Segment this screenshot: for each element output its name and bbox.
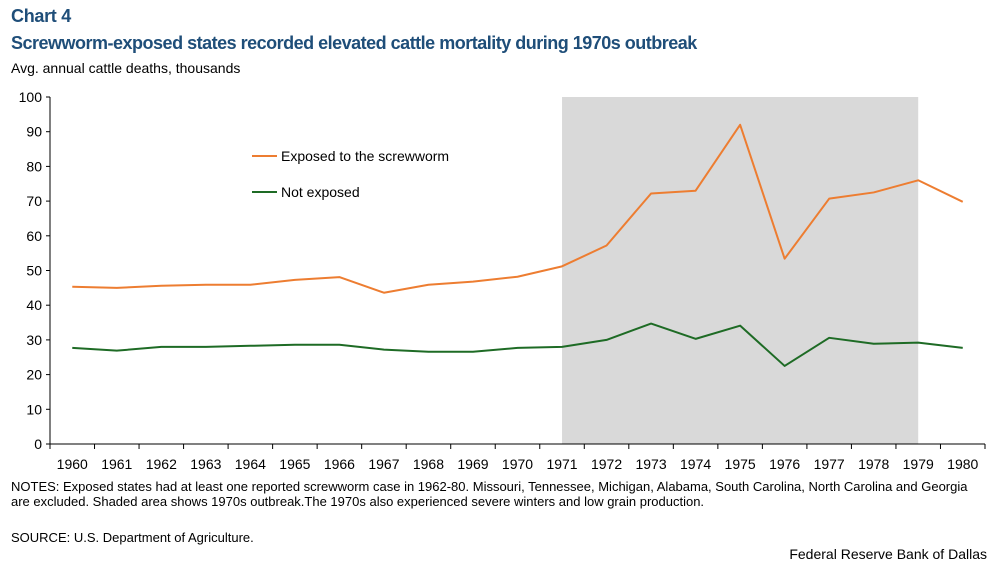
line-chart: 0 10 20 30 40 50 60 70 80 90 100 1960 1961 1962 1963 19… bbox=[19, 89, 986, 472]
x-tick-label: 1965 bbox=[279, 456, 310, 472]
x-tick-label: 1966 bbox=[324, 456, 355, 472]
y-tick-label: 40 bbox=[26, 297, 42, 313]
legend-label: Exposed to the screwworm bbox=[281, 148, 449, 164]
x-tick-label: 1974 bbox=[680, 456, 711, 472]
x-tick-label: 1980 bbox=[947, 456, 978, 472]
x-tick-label: 1978 bbox=[858, 456, 889, 472]
axes: 0 10 20 30 40 50 60 70 80 90 100 1960 1961 1962 1963 19… bbox=[19, 89, 986, 472]
x-tick-label: 1976 bbox=[769, 456, 800, 472]
outbreak-shaded-area bbox=[562, 97, 919, 444]
y-tick-label: 70 bbox=[26, 193, 42, 209]
y-tick-label: 10 bbox=[26, 401, 42, 417]
x-tick-label: 1960 bbox=[57, 456, 88, 472]
legend: Exposed to the screwworm Not exposed bbox=[252, 148, 449, 200]
x-tick-label: 1962 bbox=[146, 456, 177, 472]
x-tick-label: 1963 bbox=[190, 456, 221, 472]
y-tick-label: 0 bbox=[34, 436, 42, 452]
x-tick-label: 1961 bbox=[101, 456, 132, 472]
legend-label: Not exposed bbox=[281, 184, 360, 200]
chart-label: Chart 4 bbox=[11, 6, 71, 26]
series-layer bbox=[72, 123, 964, 367]
chart-title: Screwworm-exposed states recorded elevat… bbox=[11, 33, 697, 53]
chart-notes: NOTES: Exposed states had at least one r… bbox=[11, 479, 968, 509]
y-tick-label: 20 bbox=[26, 367, 42, 383]
x-tick-label: 1977 bbox=[814, 456, 845, 472]
y-tick-label: 90 bbox=[26, 124, 42, 140]
x-tick-label: 1972 bbox=[591, 456, 622, 472]
chart-subtitle: Avg. annual cattle deaths, thousands bbox=[11, 60, 241, 76]
publisher-credit: Federal Reserve Bank of Dallas bbox=[789, 546, 987, 562]
x-tick-label: 1968 bbox=[413, 456, 444, 472]
y-tick-label: 60 bbox=[26, 228, 42, 244]
x-tick-label: 1969 bbox=[457, 456, 488, 472]
x-tick-label: 1973 bbox=[635, 456, 666, 472]
x-tick-label: 1975 bbox=[725, 456, 756, 472]
x-tick-label: 1967 bbox=[368, 456, 399, 472]
y-tick-label: 50 bbox=[26, 263, 42, 279]
x-tick-label: 1979 bbox=[903, 456, 934, 472]
y-tick-label: 80 bbox=[26, 158, 42, 174]
x-tick-label: 1971 bbox=[546, 456, 577, 472]
chart-source: SOURCE: U.S. Department of Agriculture. bbox=[11, 530, 254, 545]
y-tick-label: 100 bbox=[19, 89, 43, 105]
y-tick-label: 30 bbox=[26, 332, 42, 348]
x-tick-label: 1964 bbox=[235, 456, 266, 472]
x-tick-label: 1970 bbox=[502, 456, 533, 472]
outbreak-shaded-area-layer bbox=[562, 97, 919, 444]
